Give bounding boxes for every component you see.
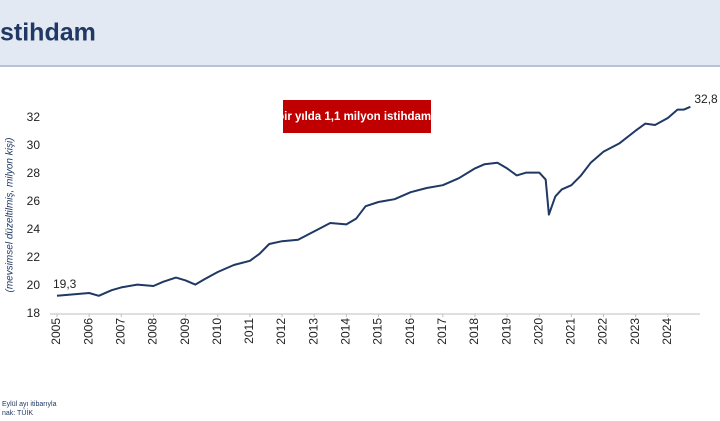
y-tick-label: 18	[27, 306, 41, 320]
x-tick-label: 2013	[306, 318, 320, 345]
data-label: 32,8	[694, 92, 718, 106]
x-tick-label: 2009	[178, 318, 192, 345]
x-tick-label: 2012	[274, 318, 288, 345]
annotation: Son bir yılda 1,1 milyon istihdam artışı	[252, 111, 462, 123]
y-tick-label: 26	[27, 194, 41, 208]
x-tick-label: 2007	[113, 318, 127, 345]
x-tick-label: 2011	[242, 318, 256, 344]
y-tick-label: 20	[27, 278, 41, 292]
y-tick-label: 22	[27, 250, 41, 264]
x-tick-label: 2024	[660, 318, 674, 345]
x-tick-label: 2005	[49, 318, 63, 345]
x-tick-label: 2022	[596, 318, 610, 345]
x-tick-label: 2019	[499, 318, 513, 345]
x-tick-label: 2008	[146, 318, 160, 345]
footnote: nak: TÜİK	[2, 408, 33, 417]
x-tick-label: 2010	[210, 318, 224, 345]
header-band	[0, 0, 720, 66]
footnote: Eylül ayı itibarıyla	[2, 401, 57, 408]
slide-title: stihdam	[0, 19, 96, 47]
x-tick-label: 2015	[371, 318, 385, 345]
annotation-box	[283, 100, 431, 133]
x-tick-label: 2016	[403, 318, 417, 345]
x-tick-label: 2020	[531, 318, 545, 345]
y-tick-label: 30	[27, 138, 41, 152]
x-tick-label: 2023	[628, 318, 642, 345]
data-label: 19,3	[53, 277, 77, 291]
y-tick-label: 32	[27, 110, 41, 124]
x-tick-label: 2017	[435, 318, 449, 345]
y-tick-label: 28	[27, 166, 41, 180]
series-line	[56, 105, 691, 297]
x-tick-label: 2006	[81, 318, 95, 345]
y-axis-label: (mevsimsel düzeltilmiş, milyon kişi)	[5, 137, 16, 292]
x-tick-label: 2021	[564, 318, 578, 345]
x-tick-label: 2018	[467, 318, 481, 345]
y-tick-label: 24	[27, 222, 41, 236]
x-tick-label: 2014	[339, 318, 353, 345]
